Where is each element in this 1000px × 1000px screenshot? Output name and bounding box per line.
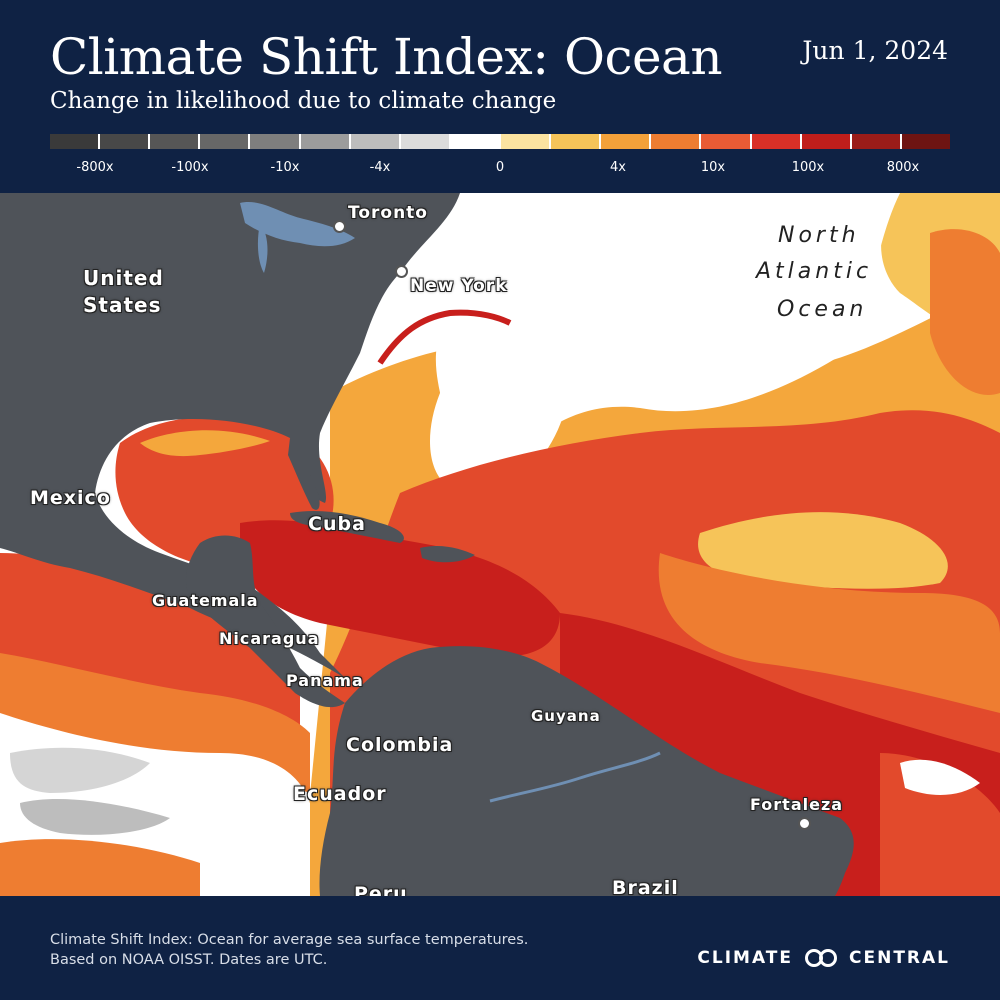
legend-swatch <box>300 134 351 149</box>
legend-label: 100x <box>791 160 825 175</box>
land-cuba <box>290 511 404 543</box>
anomaly-caribbean <box>240 520 560 657</box>
anomaly-pacific-cool <box>10 747 150 793</box>
anomaly-warm-yellow-band <box>698 512 948 589</box>
anomaly-gulf-edge <box>140 430 270 457</box>
anomaly-warm-mid-band <box>658 553 1000 713</box>
legend-label: 0 <box>495 160 505 175</box>
page-title: Climate Shift Index: Ocean <box>50 28 723 86</box>
city-dot-toronto <box>333 220 346 233</box>
place-label-toronto: Toronto <box>348 203 428 223</box>
lake-michigan <box>257 223 268 273</box>
map-panel[interactable]: Toronto New York United States North Atl… <box>0 193 1000 896</box>
place-label-cuba: Cuba <box>308 513 366 535</box>
legend-swatch <box>400 134 451 149</box>
logo-text-right: CENTRAL <box>849 948 950 968</box>
place-label-guatemala: Guatemala <box>152 591 259 610</box>
page-subtitle: Change in likelihood due to climate chan… <box>50 88 557 114</box>
legend-swatch <box>751 134 802 149</box>
legend-swatch <box>551 134 602 149</box>
legend-label: -4x <box>369 160 391 175</box>
legend-swatch <box>200 134 251 149</box>
land-florida <box>288 438 320 510</box>
city-dot-new-york <box>395 265 408 278</box>
city-dot-fortaleza <box>798 817 811 830</box>
place-label-united-states-line2: States <box>83 293 162 317</box>
footnote-line-1: Climate Shift Index: Ocean for average s… <box>50 932 529 948</box>
place-label-colombia: Colombia <box>346 734 454 756</box>
place-label-ecuador: Ecuador <box>293 783 387 805</box>
map-canvas <box>0 193 1000 896</box>
land-north-america <box>0 193 460 678</box>
legend-label: 10x <box>700 160 726 175</box>
legend-label: -800x <box>76 160 114 175</box>
footnote-line-2: Based on NOAA OISST. Dates are UTC. <box>50 952 328 968</box>
land-hispaniola <box>420 545 475 563</box>
legend-swatch <box>350 134 401 149</box>
footnote: Climate Shift Index: Ocean for average s… <box>50 930 528 970</box>
place-label-peru: Peru <box>354 883 408 896</box>
legend-swatch <box>601 134 652 149</box>
amazon-river <box>489 751 661 803</box>
land-central-america <box>185 535 345 708</box>
ocean-label-ocean: Ocean <box>777 297 868 322</box>
legend-swatch <box>500 134 552 149</box>
logo-text-left: CLIMATE <box>697 948 793 968</box>
gulf-stream-ribbon <box>377 309 512 365</box>
land-south-america <box>319 646 854 896</box>
legend-swatch <box>851 134 902 149</box>
place-label-mexico: Mexico <box>30 487 111 509</box>
anomaly-neutral-pocket <box>435 324 568 486</box>
legend-label: 4x <box>610 160 626 175</box>
footer: Climate Shift Index: Ocean for average s… <box>0 896 1000 1000</box>
legend-label: 800x <box>886 160 920 175</box>
place-label-guyana: Guyana <box>531 707 601 725</box>
anomaly-pacific-cool-2 <box>20 798 170 835</box>
ocean-label-atlantic: Atlantic <box>756 259 873 284</box>
anomaly-pacific-south-warm <box>0 839 200 896</box>
legend-swatch <box>651 134 702 149</box>
legend-label: -100x <box>171 160 209 175</box>
legend-swatch <box>100 134 151 149</box>
legend-color-bar <box>50 134 950 149</box>
place-label-fortaleza: Fortaleza <box>750 795 844 814</box>
header: Climate Shift Index: Ocean Jun 1, 2024 C… <box>0 0 1000 193</box>
legend-swatch <box>701 134 752 149</box>
place-label-united-states-line1: United <box>83 266 164 290</box>
lake-great-lakes <box>240 201 355 247</box>
legend-swatch <box>450 134 501 149</box>
date-label: Jun 1, 2024 <box>802 36 948 65</box>
logo-rings-icon <box>805 949 837 967</box>
legend-label: -10x <box>270 160 300 175</box>
place-label-new-york: New York <box>410 276 508 296</box>
place-label-brazil: Brazil <box>612 877 679 896</box>
legend-swatch <box>50 134 101 149</box>
anomaly-neutral-east <box>900 759 980 795</box>
legend-swatch <box>250 134 301 149</box>
legend-swatch <box>901 134 950 149</box>
place-label-panama: Panama <box>286 671 364 690</box>
place-label-nicaragua: Nicaragua <box>219 629 320 648</box>
climate-central-logo: CLIMATE CENTRAL <box>697 948 950 968</box>
legend-swatch <box>150 134 201 149</box>
anomaly-warm-north-east <box>930 229 1000 395</box>
ocean-label-north: North <box>778 223 860 248</box>
legend-swatch <box>801 134 852 149</box>
